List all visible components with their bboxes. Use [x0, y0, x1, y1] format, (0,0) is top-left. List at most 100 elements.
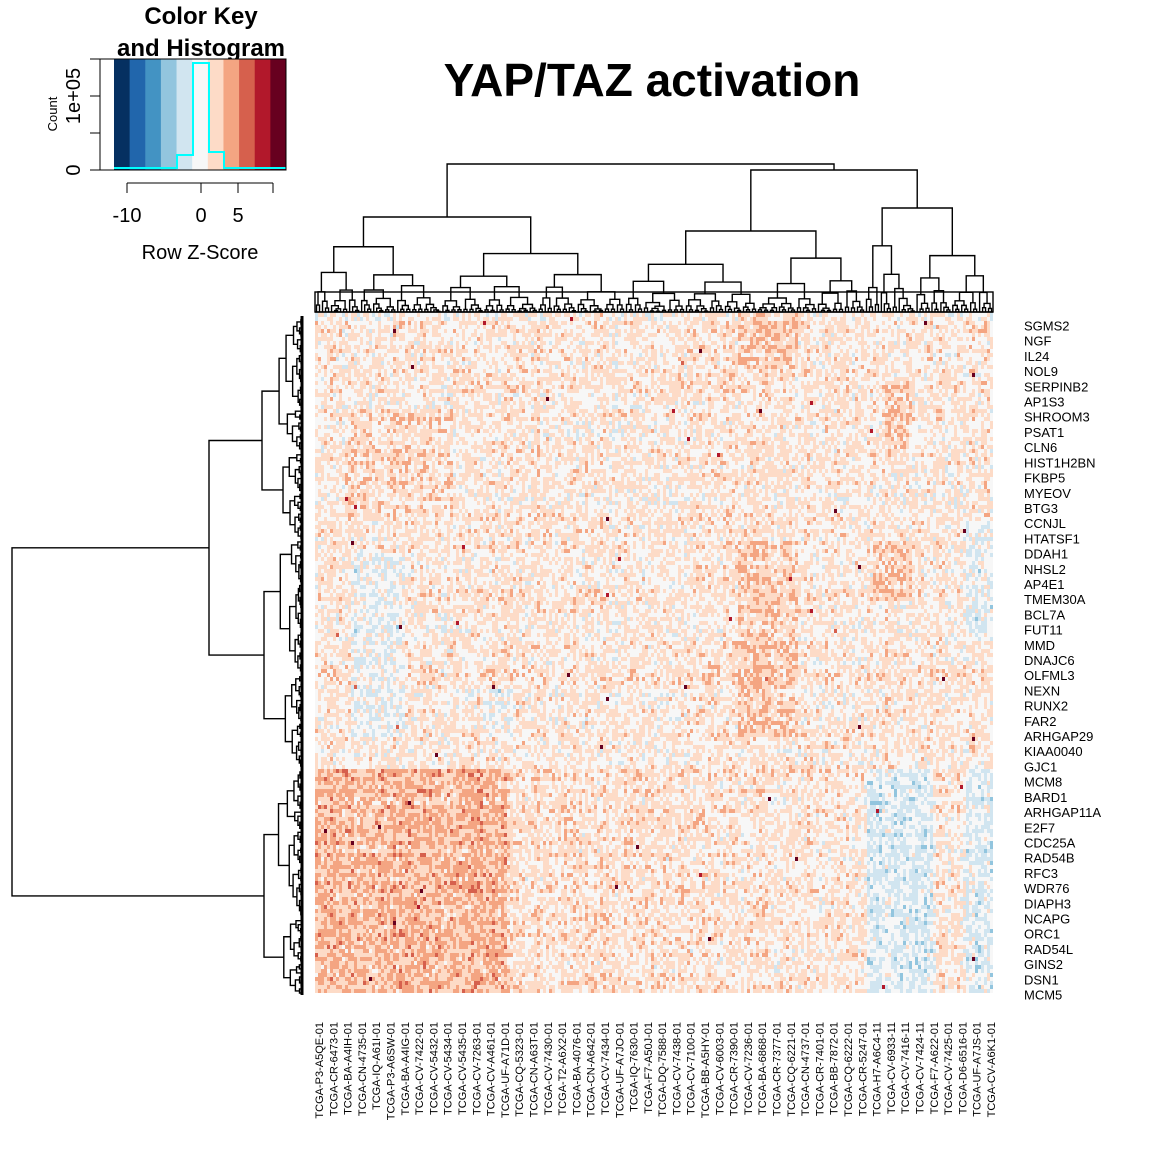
column-label: TCGA-UF-A7JO-01 — [614, 1022, 626, 1118]
row-label: OLFML3 — [1024, 668, 1075, 683]
column-label: TCGA-IQ-A61I-01 — [371, 1022, 383, 1110]
column-label: TCGA-CV-7434-01 — [600, 1022, 612, 1115]
row-label: CLN6 — [1024, 440, 1057, 455]
column-label: TCGA-CV-5432-01 — [428, 1022, 440, 1115]
row-label: AP4E1 — [1024, 577, 1064, 592]
row-label: NGF — [1024, 334, 1052, 349]
row-label: RAD54B — [1024, 851, 1075, 866]
column-label: TCGA-BA-A4IH-01 — [343, 1022, 355, 1115]
row-label: MYEOV — [1024, 486, 1071, 501]
row-label: HTATSF1 — [1024, 531, 1080, 546]
column-label: TCGA-CV-7424-11 — [915, 1022, 927, 1114]
column-label: TCGA-CV-A461-01 — [486, 1022, 498, 1116]
column-label: TCGA-CN-4737-01 — [800, 1022, 812, 1116]
column-label: TCGA-F7-A50J-01 — [643, 1022, 655, 1114]
row-label: NCAPG — [1024, 911, 1070, 926]
column-label: TCGA-CV-7422-01 — [414, 1022, 426, 1115]
color-key-x-ticks: -10 0 5 — [113, 183, 274, 227]
column-label: TCGA-CV-7236-01 — [743, 1022, 755, 1115]
row-label: DNAJC6 — [1024, 653, 1075, 668]
column-label: TCGA-CQ-6222-01 — [843, 1022, 855, 1117]
column-label: TCGA-CV-7263-01 — [471, 1022, 483, 1115]
row-label: MCM5 — [1024, 988, 1062, 1003]
column-label: TCGA-P3-A5QE-01 — [314, 1022, 326, 1119]
color-key-x-tick-label: -10 — [113, 205, 142, 227]
row-label: RAD54L — [1024, 942, 1073, 957]
column-label: TCGA-CV-5435-01 — [457, 1022, 469, 1115]
row-label: GJC1 — [1024, 759, 1057, 774]
row-label: SERPINB2 — [1024, 379, 1088, 394]
column-label: TCGA-UF-A7JS-01 — [972, 1022, 984, 1117]
row-label: NHSL2 — [1024, 562, 1066, 577]
row-label: ORC1 — [1024, 927, 1060, 942]
color-key-band — [270, 59, 287, 170]
row-label: RUNX2 — [1024, 699, 1068, 714]
color-key-band — [207, 59, 224, 170]
row-label: IL24 — [1024, 349, 1049, 364]
color-key-band — [239, 59, 256, 170]
row-label: BARD1 — [1024, 790, 1067, 805]
column-label: TCGA-BB-A5HY-01 — [700, 1022, 712, 1118]
column-label: TCGA-CR-7390-01 — [729, 1022, 741, 1116]
row-dendrogram-branches — [11, 319, 303, 994]
column-label: TCGA-CV-7425-01 — [943, 1022, 955, 1115]
color-key-title-line1: Color Key — [144, 3, 258, 30]
column-label: TCGA-IQ-7630-01 — [629, 1022, 641, 1112]
heatmap-matrix — [315, 313, 993, 993]
row-labels: SGMS2NGFIL24NOL9SERPINB2AP1S3SHROOM3PSAT… — [1024, 319, 1101, 1003]
color-key-y-tick-label: 0 — [63, 164, 85, 175]
column-label: TCGA-CV-7438-01 — [671, 1022, 683, 1115]
column-label: TCGA-DQ-7588-01 — [657, 1022, 669, 1117]
column-label: TCGA-CR-7377-01 — [772, 1022, 784, 1116]
color-key-band — [160, 59, 178, 170]
row-label: DSN1 — [1024, 972, 1059, 987]
row-label: PSAT1 — [1024, 425, 1064, 440]
row-label: WDR76 — [1024, 881, 1070, 896]
column-dendrogram-leaves — [314, 291, 994, 313]
row-label: FUT11 — [1024, 623, 1063, 638]
row-label: KIAA0040 — [1024, 744, 1083, 759]
row-label: BCL7A — [1024, 607, 1066, 622]
column-label: TCGA-CV-6933-11 — [886, 1022, 898, 1114]
color-key-x-tick-label: 5 — [232, 205, 243, 227]
column-label: TCGA-T2-A6X2-01 — [557, 1022, 569, 1116]
row-label: DIAPH3 — [1024, 896, 1071, 911]
color-key-band — [129, 59, 146, 170]
column-dendrogram-branches — [315, 163, 993, 313]
row-label: FKBP5 — [1024, 471, 1065, 486]
color-key-title-line2: and Histogram — [117, 35, 285, 62]
color-key: Color Key and Histogram 0 1e+05 Count -1… — [45, 3, 287, 264]
column-label: TCGA-BB-7872-01 — [829, 1022, 841, 1115]
color-key-bands — [114, 59, 287, 170]
column-label: TCGA-CV-5434-01 — [443, 1022, 455, 1115]
color-key-band — [254, 59, 271, 170]
color-key-band — [114, 59, 131, 170]
row-label: GINS2 — [1024, 957, 1063, 972]
row-label: ARHGAP11A — [1024, 805, 1101, 820]
chart-title: YAP/TAZ activation — [444, 54, 861, 106]
column-label: TCGA-CV-7416-11 — [900, 1022, 912, 1114]
color-key-x-tick-label: 0 — [195, 205, 206, 227]
column-label: TCGA-CR-7401-01 — [814, 1022, 826, 1116]
column-label: TCGA-F7-A622-01 — [929, 1022, 941, 1114]
column-label: TCGA-UF-A71D-01 — [500, 1022, 512, 1118]
column-label: TCGA-H7-A6C4-11 — [872, 1022, 884, 1117]
row-label: AP1S3 — [1024, 395, 1064, 410]
column-label: TCGA-CQ-6221-01 — [786, 1022, 798, 1117]
column-label: TCGA-BA-6868-01 — [757, 1022, 769, 1115]
column-label: TCGA-BA-A4IG-01 — [400, 1022, 412, 1116]
column-label: TCGA-P3-A6SW-01 — [385, 1022, 397, 1120]
color-key-band — [176, 59, 193, 170]
column-label: TCGA-CN-4735-01 — [357, 1022, 369, 1116]
row-label: TMEM30A — [1024, 592, 1086, 607]
column-label: TCGA-CN-A63T-01 — [528, 1022, 540, 1117]
row-label: NOL9 — [1024, 364, 1058, 379]
row-label: SGMS2 — [1024, 319, 1070, 334]
row-label: FAR2 — [1024, 714, 1057, 729]
column-dendrogram — [314, 163, 994, 313]
color-key-y-tick-label: 1e+05 — [63, 68, 85, 124]
row-label: HIST1H2BN — [1024, 455, 1096, 470]
column-label: TCGA-CV-7430-01 — [543, 1022, 555, 1115]
row-label: E2F7 — [1024, 820, 1055, 835]
